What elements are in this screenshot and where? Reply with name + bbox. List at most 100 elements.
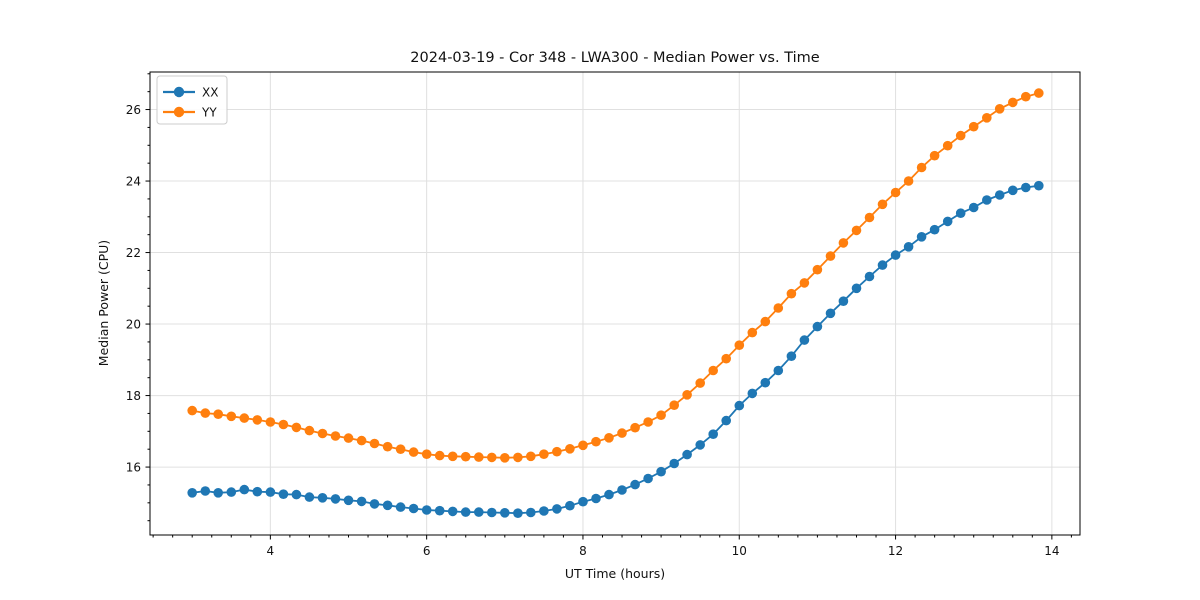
data-point [838, 296, 849, 307]
series-markers-yy [187, 88, 1044, 463]
data-point [734, 400, 745, 411]
data-point [825, 251, 836, 261]
data-point [695, 440, 705, 450]
data-point [669, 458, 679, 469]
data-point [994, 190, 1005, 200]
data-point [786, 288, 797, 299]
data-point [304, 492, 315, 502]
data-point [265, 487, 276, 497]
data-point [721, 353, 731, 364]
data-point [656, 410, 666, 421]
data-point [617, 428, 627, 438]
data-point [278, 419, 289, 430]
chart-title: 2024-03-19 - Cor 348 - LWA300 - Median P… [410, 50, 819, 66]
data-point [539, 506, 549, 516]
data-point [604, 489, 614, 500]
data-point [343, 433, 354, 443]
data-point [382, 441, 393, 452]
data-point [812, 321, 823, 332]
data-point [317, 493, 328, 503]
data-point [460, 507, 471, 517]
data-point [239, 484, 250, 495]
legend-entry-yy: YY [163, 106, 217, 120]
data-point [773, 303, 784, 313]
data-point [500, 508, 510, 518]
data-layer [187, 88, 1044, 518]
data-point [669, 400, 679, 411]
data-point [929, 150, 940, 161]
data-point [942, 140, 953, 151]
data-point [304, 425, 315, 436]
data-point [265, 417, 276, 427]
data-point [890, 250, 901, 260]
data-point [513, 452, 523, 463]
data-point [877, 199, 888, 210]
data-point [513, 508, 523, 518]
data-point [916, 162, 927, 173]
legend-xx-marker-icon [173, 86, 185, 98]
data-point [760, 316, 771, 327]
data-point [539, 449, 549, 460]
data-point [200, 408, 211, 418]
data-point [903, 242, 914, 252]
data-point [252, 486, 263, 497]
data-point [421, 505, 432, 515]
data-point [617, 485, 627, 495]
y-tick-label: 18 [126, 389, 141, 403]
legend-yy-marker-icon [173, 106, 185, 118]
data-point [994, 104, 1005, 114]
data-point [708, 429, 718, 440]
y-tick-label: 26 [126, 103, 141, 117]
data-point [330, 431, 341, 441]
x-tick-label: 14 [1044, 544, 1059, 558]
data-point [916, 232, 927, 242]
data-point [291, 489, 302, 500]
data-point [982, 195, 992, 205]
data-point [291, 422, 302, 433]
series-line-xx [192, 184, 1039, 515]
legend: XX YY [156, 75, 228, 125]
data-point [591, 436, 601, 447]
data-point [643, 417, 653, 427]
data-point [890, 187, 901, 198]
data-point [526, 507, 536, 518]
series-line-yy [192, 92, 1040, 459]
data-point [838, 238, 849, 248]
legend-entry-xx: XX [163, 86, 218, 100]
tick-layer: 4 6 8 10 12 14 16 18 20 22 24 26 [126, 73, 1072, 558]
data-point [942, 216, 953, 227]
data-point [487, 507, 497, 518]
data-point [356, 435, 367, 446]
data-point [799, 278, 810, 288]
data-point [604, 433, 614, 443]
data-point [395, 502, 406, 512]
data-point [708, 365, 718, 376]
data-point [278, 489, 289, 500]
data-point [408, 447, 419, 457]
data-point [812, 264, 823, 275]
data-point [630, 479, 640, 490]
data-point [565, 500, 575, 511]
data-point [552, 504, 562, 514]
x-tick-label: 10 [732, 544, 747, 558]
data-point [447, 506, 458, 517]
data-point [447, 451, 458, 462]
data-point [552, 446, 562, 457]
data-point [356, 496, 367, 507]
data-point [786, 351, 797, 362]
data-point [747, 327, 758, 338]
x-tick-label: 8 [579, 544, 587, 558]
data-point [799, 335, 810, 345]
data-point [877, 260, 888, 270]
data-point [565, 444, 575, 454]
data-point [421, 449, 432, 460]
data-point [682, 449, 692, 460]
data-point [1008, 97, 1018, 108]
plot-area-border [149, 71, 1081, 536]
data-point [252, 415, 263, 425]
data-point [773, 365, 784, 376]
data-point [656, 466, 666, 477]
data-point [213, 488, 223, 498]
data-point [760, 377, 771, 388]
